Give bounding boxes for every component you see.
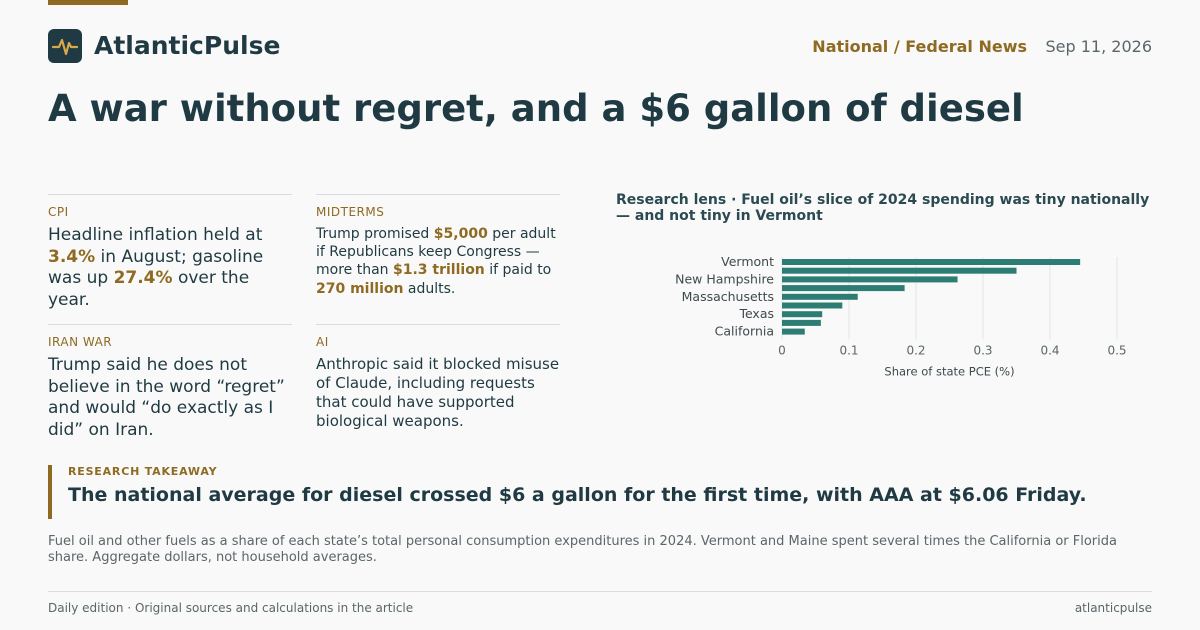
card-text: per adult if Republicans keep Congress —… <box>316 226 556 279</box>
bar <box>782 267 1017 274</box>
takeaway-label: RESEARCH TAKEAWAY <box>68 465 218 478</box>
card-body: Headline inflation held at 3.4% in Augus… <box>48 225 292 312</box>
bar <box>782 293 858 300</box>
x-tick-label: 0.1 <box>839 343 858 357</box>
bar <box>782 285 905 292</box>
chart-title: Research lens · Fuel oil’s slice of 2024… <box>616 192 1150 224</box>
x-tick-label: 0 <box>778 343 786 357</box>
brand-name[interactable]: AtlanticPulse <box>94 31 281 60</box>
publish-date: Sep 11, 2026 <box>1045 37 1153 56</box>
card-text: Trump promised <box>316 226 434 242</box>
card-text: over the year. <box>48 268 250 311</box>
card-text: in August; gasoline was up <box>48 246 264 289</box>
card-kicker: MIDTERMS <box>316 205 385 219</box>
card-highlight: 270 million <box>316 280 404 297</box>
y-tick-label: California <box>715 324 774 339</box>
footer: Daily edition · Original sources and cal… <box>48 591 1152 615</box>
story-card-ai[interactable]: AI Anthropic said it blocked misuse of C… <box>316 324 560 431</box>
y-tick-label: New Hampshire <box>675 271 774 286</box>
card-highlight: $5,000 <box>433 226 488 242</box>
bar-chart: 0 0.1 0.2 0.3 0.4 0.5 Vermont New Hampshire Mass… <box>675 254 1126 378</box>
top-accent-rule <box>48 0 128 5</box>
bar <box>782 302 843 309</box>
card-highlight: 27.4% <box>113 268 173 289</box>
x-tick-label: 0.4 <box>1040 343 1059 357</box>
story-card-cpi[interactable]: CPI Headline inflation held at 3.4% in A… <box>48 194 292 312</box>
x-tick-label: 0.2 <box>906 343 925 357</box>
story-card-midterms[interactable]: MIDTERMS Trump promised $5,000 per adult… <box>316 194 560 298</box>
card-kicker: AI <box>316 335 329 349</box>
card-body: Anthropic said it blocked misuse of Clau… <box>316 355 560 430</box>
x-tick-label: 0.5 <box>1107 343 1126 357</box>
story-card-iran[interactable]: IRAN WAR Trump said he does not believe … <box>48 324 292 442</box>
y-tick-label: Vermont <box>721 254 774 269</box>
bar <box>782 259 1081 265</box>
bar <box>782 276 958 283</box>
card-body: Trump promised $5,000 per adult if Repub… <box>316 225 560 298</box>
bar <box>782 311 823 318</box>
card-text: Headline inflation held at <box>48 225 263 245</box>
bar <box>782 328 805 335</box>
card-kicker: CPI <box>48 205 69 219</box>
research-takeaway: RESEARCH TAKEAWAY The national average f… <box>48 465 1152 519</box>
takeaway-text: The national average for diesel crossed … <box>68 484 1087 506</box>
footer-note: Daily edition · Original sources and cal… <box>48 601 414 615</box>
x-tick-label: 0.3 <box>973 343 992 357</box>
page-title: A war without regret, and a $6 gallon of… <box>48 87 1024 130</box>
card-highlight: $1.3 trillion <box>392 262 485 279</box>
bar <box>782 319 821 326</box>
logo[interactable] <box>48 29 82 63</box>
section-link[interactable]: National / Federal News <box>812 37 1027 56</box>
y-tick-label: Massachusetts <box>682 289 774 304</box>
pulse-icon <box>51 38 79 56</box>
card-text: if paid to <box>484 262 552 279</box>
card-text: adults. <box>403 280 456 297</box>
chart-caption: Fuel oil and other fuels as a share of e… <box>48 534 1117 565</box>
y-tick-label: Texas <box>738 306 774 321</box>
card-body: Trump said he does not believe in the wo… <box>48 355 285 441</box>
card-highlight: 3.4% <box>48 246 96 267</box>
footer-brand[interactable]: atlanticpulse <box>1074 601 1152 615</box>
x-axis-label: Share of state PCE (%) <box>884 364 1014 378</box>
card-kicker: IRAN WAR <box>48 335 113 349</box>
